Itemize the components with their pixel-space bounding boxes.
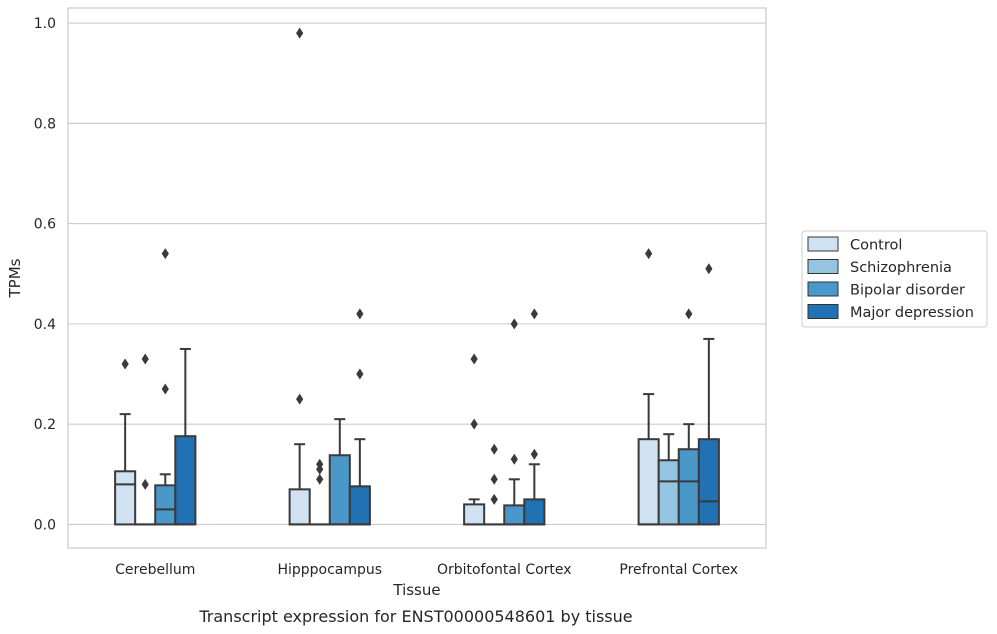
outlier-point xyxy=(530,308,538,320)
box-bipolar-disorder-2 xyxy=(503,318,526,526)
x-tick-label: Cerebellum xyxy=(115,562,195,578)
outlier-point xyxy=(356,368,364,380)
outlier-point xyxy=(296,27,304,39)
legend-frame xyxy=(801,230,988,328)
outlier-point xyxy=(645,248,653,260)
box-body xyxy=(463,503,486,526)
box-major-depression-3 xyxy=(697,263,720,526)
outlier-point xyxy=(121,358,129,370)
box-control-1 xyxy=(288,27,311,526)
legend-swatch xyxy=(807,236,839,252)
y-axis-label: TPMs xyxy=(6,258,24,298)
box-body xyxy=(348,485,371,526)
outlier-point xyxy=(316,458,324,470)
legend-item: Major depression xyxy=(807,304,974,321)
box-body xyxy=(637,438,660,526)
legend-item: Control xyxy=(807,236,902,254)
box-bipolar-disorder-1 xyxy=(328,418,351,526)
box-body xyxy=(288,488,311,526)
y-tick-label: 1.0 xyxy=(34,16,56,32)
box-control-3 xyxy=(637,248,660,526)
box-body xyxy=(657,459,680,526)
box-body xyxy=(154,484,177,526)
legend-swatch xyxy=(807,304,839,319)
outlier-point xyxy=(161,383,169,395)
legend-item: Bipolar disorder xyxy=(807,281,965,299)
y-tick-label: 0.0 xyxy=(34,517,56,533)
legend-label: Bipolar disorder xyxy=(850,283,965,299)
y-tick-label: 0.2 xyxy=(34,417,56,433)
box-major-depression-0 xyxy=(174,347,197,526)
outlier-point xyxy=(490,473,498,485)
box-schizophrenia-2 xyxy=(483,443,506,526)
box-major-depression-1 xyxy=(348,308,371,526)
y-tick-label: 0.4 xyxy=(34,317,56,333)
y-tick-label: 0.6 xyxy=(34,217,56,233)
chart-caption: Transcript expression for ENST0000054860… xyxy=(198,607,632,626)
legend-items: Control Schizophrenia Bipolar disorder Majo… xyxy=(807,236,974,321)
outlier-point xyxy=(316,473,324,485)
x-axis-label: Tissue xyxy=(392,581,440,599)
ticks-layer: 0.0 0.2 0.4 0.6 0.8 1.0 Cerebellum Hipppocampus… xyxy=(34,16,738,578)
box-body xyxy=(523,498,546,526)
outlier-point xyxy=(705,263,713,275)
x-tick-label: Orbitofontal Cortex xyxy=(437,562,572,578)
outlier-point xyxy=(141,478,149,490)
box-body xyxy=(114,470,137,526)
box-schizophrenia-3 xyxy=(657,433,680,526)
outlier-point xyxy=(470,353,478,365)
box-body xyxy=(174,435,197,526)
outlier-point xyxy=(141,353,149,365)
box-schizophrenia-0 xyxy=(134,353,157,526)
legend-label: Major depression xyxy=(850,305,974,321)
box-control-2 xyxy=(463,353,486,526)
outlier-point xyxy=(470,418,478,430)
box-bipolar-disorder-3 xyxy=(677,308,700,526)
outlier-point xyxy=(161,248,169,260)
box-bipolar-disorder-0 xyxy=(154,248,177,526)
legend-label: Schizophrenia xyxy=(850,260,952,276)
box-body xyxy=(677,448,700,526)
legend-item: Schizophrenia xyxy=(807,259,952,276)
outlier-point xyxy=(685,308,693,320)
outlier-point xyxy=(356,308,364,320)
box-body xyxy=(697,438,720,526)
x-tick-label: Prefrontal Cortex xyxy=(619,562,738,578)
plot-frame xyxy=(67,7,767,549)
legend-swatch xyxy=(807,281,839,297)
boxes-layer xyxy=(114,27,720,526)
outlier-point xyxy=(490,493,498,505)
x-tick-label: Hipppocampus xyxy=(277,562,382,578)
box-body xyxy=(328,454,351,526)
box-major-depression-2 xyxy=(523,308,546,526)
box-body xyxy=(503,504,526,526)
outlier-point xyxy=(510,453,518,465)
y-tick-label: 0.8 xyxy=(34,116,56,132)
grid-layer xyxy=(68,22,766,525)
legend-label: Control xyxy=(850,238,902,254)
legend: Control Schizophrenia Bipolar disorder Majo… xyxy=(801,230,988,328)
legend-swatch xyxy=(807,259,839,274)
outlier-point xyxy=(530,448,538,460)
outlier-point xyxy=(490,443,498,455)
box-schizophrenia-1 xyxy=(308,458,331,526)
box-control-0 xyxy=(114,358,137,526)
outlier-point xyxy=(510,318,518,330)
outlier-point xyxy=(296,393,304,405)
